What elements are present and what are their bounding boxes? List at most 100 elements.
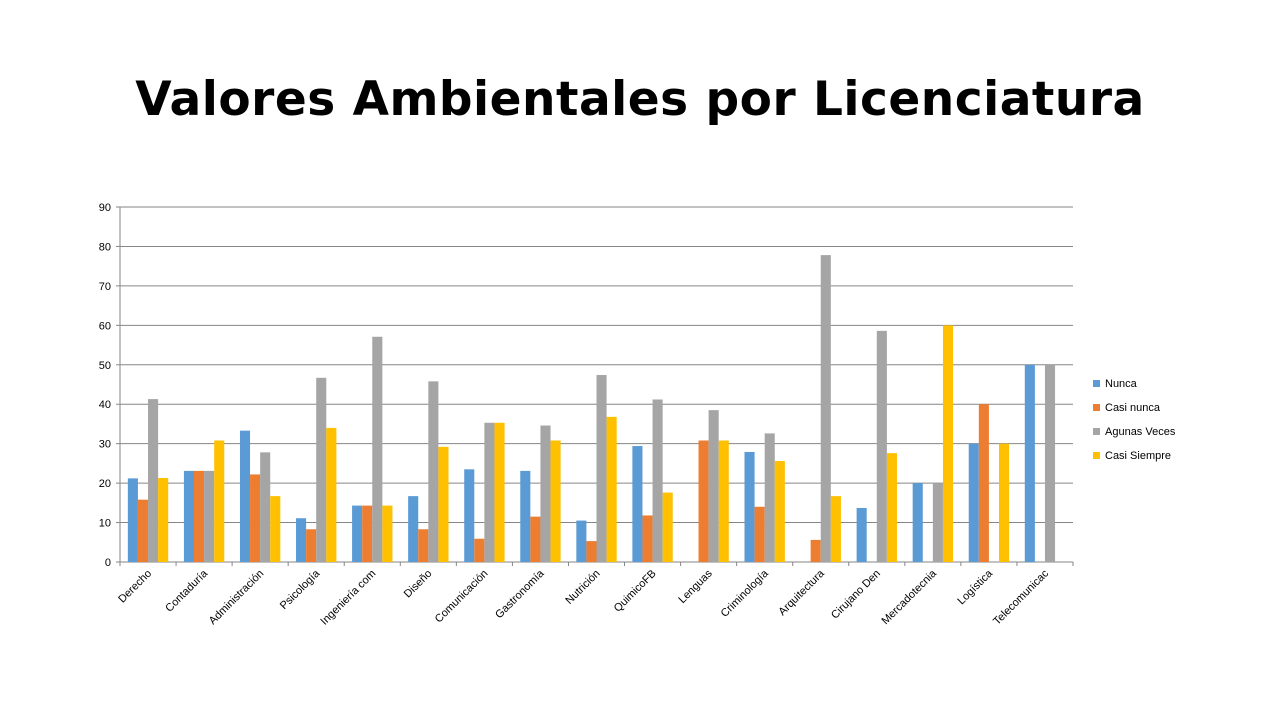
x-tick-label: Telecomunicac [991, 567, 1051, 627]
bar-nunca [296, 518, 307, 562]
legend-label: Agunas Veces [1105, 426, 1176, 438]
legend: Nunca Casi nunca Agunas Veces Casi Siempre [1093, 378, 1176, 462]
x-tick-label: Diseño [402, 568, 435, 601]
bar-casi-nunca [250, 474, 261, 562]
bar-casi-siempre [830, 496, 841, 562]
bar-agunas-veces [540, 425, 551, 562]
legend-swatch [1093, 428, 1100, 435]
y-tick-label: 30 [99, 439, 111, 451]
bar-nunca [576, 520, 587, 562]
y-tick-label: 0 [105, 557, 111, 569]
y-tick-label: 40 [99, 399, 111, 411]
bar-casi-nunca [530, 516, 541, 562]
bar-agunas-veces [596, 375, 607, 562]
bar-nunca [408, 496, 419, 562]
bar-nunca [744, 451, 755, 562]
y-tick-label: 50 [99, 360, 111, 372]
x-tick-label: Gastronomía [493, 567, 547, 621]
legend-label: Casi Siempre [1105, 450, 1171, 462]
bar-casi-nunca [754, 506, 765, 562]
bar-agunas-veces [764, 433, 775, 562]
legend-swatch [1093, 404, 1100, 411]
y-tick-label: 60 [99, 320, 111, 332]
bar-casi-nunca [810, 539, 821, 562]
bar-nunca [912, 483, 923, 562]
bar-agunas-veces [204, 470, 215, 562]
bar-nunca [239, 430, 251, 562]
x-tick-label: QuimicoFB [612, 568, 659, 615]
bar-nunca [856, 507, 867, 562]
bar-casi-siempre [662, 492, 673, 562]
bar-casi-siempre [718, 440, 729, 562]
bar-agunas-veces [708, 410, 719, 562]
bar-agunas-veces [260, 452, 271, 562]
bar-nunca [520, 470, 531, 562]
x-tick-label: Criminología [719, 567, 772, 620]
bar-casi-nunca [586, 541, 597, 562]
bar-agunas-veces [1044, 364, 1056, 562]
legend-label: Nunca [1105, 378, 1138, 390]
x-tick-label: Psicología [278, 567, 323, 612]
legend-swatch [1093, 452, 1100, 459]
bar-agunas-veces [932, 483, 943, 562]
bar-casi-nunca [978, 404, 989, 562]
slide-title: Valores Ambientales por Licenciatura [135, 72, 1145, 127]
bar-casi-siempre [158, 477, 169, 562]
bar-agunas-veces [148, 399, 159, 562]
bar-casi-nunca [474, 538, 485, 562]
bar-casi-siempre [774, 461, 785, 562]
bar-casi-siempre [494, 422, 505, 562]
bar-agunas-veces [372, 336, 383, 562]
bar-casi-nunca [642, 515, 653, 562]
bar-casi-siempre [326, 427, 337, 562]
y-tick-label: 20 [99, 478, 111, 490]
bar-agunas-veces [484, 422, 495, 562]
bar-agunas-veces [876, 330, 887, 562]
bar-nunca [352, 505, 363, 562]
bar-casi-nunca [306, 529, 317, 562]
bar-casi-nunca [137, 499, 149, 562]
bar-nunca [632, 446, 643, 562]
bar-casi-siempre [550, 440, 561, 562]
bar-nunca [968, 443, 979, 562]
bar-casi-siempre [270, 496, 281, 562]
x-tick-label: Lenguas [676, 567, 715, 606]
bar-agunas-veces [428, 381, 439, 562]
x-tick-label: Comunicación [433, 568, 491, 626]
y-tick-label: 80 [99, 241, 111, 253]
bar-agunas-veces [820, 255, 831, 562]
bar-casi-nunca [698, 440, 709, 562]
bar-nunca [1024, 364, 1035, 562]
legend-label: Casi nunca [1105, 402, 1161, 414]
x-tick-label: Mercadotecnia [879, 567, 939, 627]
bar-casi-nunca [362, 505, 373, 562]
bar-casi-siempre [606, 416, 617, 562]
x-tick-label: Ingeniería com [318, 568, 378, 628]
x-tick-label: Arquitectura [776, 567, 827, 618]
x-tick-label: Nutrición [563, 568, 602, 607]
bar-casi-siempre [438, 446, 449, 562]
y-axis: 0 10 20 30 40 50 60 70 80 90 [99, 202, 121, 569]
legend-swatch [1093, 380, 1100, 387]
x-tick-label: Logística [955, 567, 995, 607]
x-tick-label: Contaduría [163, 567, 211, 615]
bar-casi-siempre [382, 505, 393, 562]
bar-nunca [183, 470, 194, 562]
y-tick-label: 70 [99, 281, 111, 293]
bar-agunas-veces [316, 377, 327, 562]
bar-casi-siempre [214, 440, 225, 562]
bar-nunca [464, 469, 475, 562]
bar-casi-siempre [999, 443, 1010, 562]
bars [127, 255, 1056, 562]
bar-casi-nunca [418, 529, 429, 562]
x-tick-label: Derecho [116, 568, 154, 606]
bar-agunas-veces [652, 399, 663, 562]
x-tick-label: Administración [207, 568, 266, 627]
x-tick-label: Cirujano Den [829, 568, 883, 622]
bar-casi-siempre [942, 325, 954, 562]
bar-casi-nunca [193, 470, 205, 562]
bar-nunca [127, 478, 138, 562]
bar-casi-siempre [886, 453, 897, 562]
